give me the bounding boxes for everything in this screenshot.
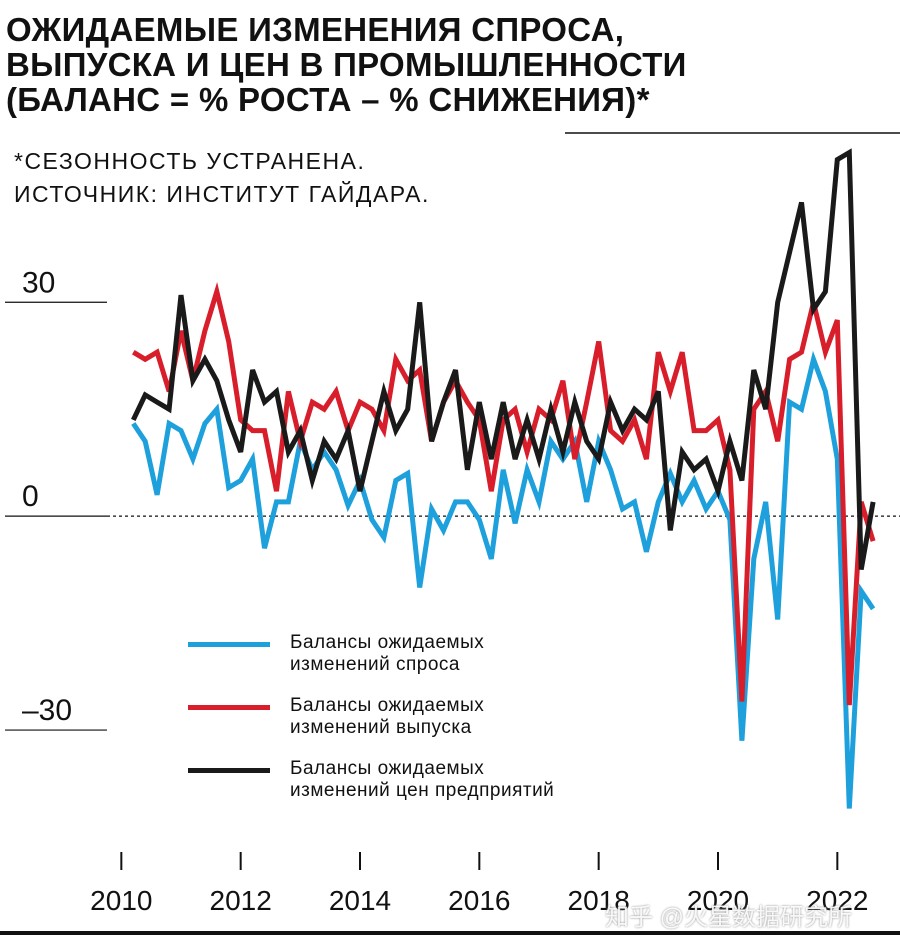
chart-title: ОЖИДАЕМЫЕ ИЗМЕНЕНИЯ СПРОСА, ВЫПУСКА И ЦЕ… <box>6 11 687 118</box>
legend-label: Балансы ожидаемых изменений спроса <box>290 632 485 675</box>
subtitle: *СЕЗОННОСТЬ УСТРАНЕНА. ИСТОЧНИК: ИНСТИТУ… <box>14 148 430 207</box>
y-tick-label: –30 <box>22 694 72 727</box>
x-tick-label: 2020 <box>687 885 749 916</box>
legend-swatch <box>188 768 270 773</box>
legend-label: Балансы ожидаемых изменений цен предприя… <box>290 758 555 801</box>
legend-swatch <box>188 705 270 710</box>
x-tick-label: 2022 <box>806 885 868 916</box>
x-tick-label: 2016 <box>448 885 510 916</box>
y-tick-label: 30 <box>22 266 55 299</box>
series-line <box>132 282 876 706</box>
series-line <box>131 350 876 809</box>
watermark: 知乎 @火星数据研究所 <box>605 904 853 931</box>
legend-label: Балансы ожидаемых изменений выпуска <box>290 695 485 738</box>
x-tick-label: 2012 <box>210 885 272 916</box>
x-tick-label: 2018 <box>568 885 630 916</box>
y-tick-label: 0 <box>22 480 39 513</box>
x-tick-label: 2010 <box>90 885 152 916</box>
series-line <box>131 148 876 571</box>
x-tick-label: 2014 <box>329 885 391 916</box>
legend-swatch <box>188 642 270 647</box>
